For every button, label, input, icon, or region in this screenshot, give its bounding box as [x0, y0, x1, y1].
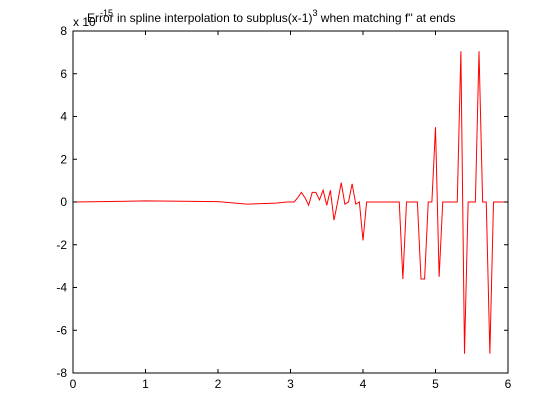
y-multiplier-base: x 10 [73, 15, 96, 29]
y-tick-label: 6 [60, 67, 67, 81]
series-line [72, 51, 508, 354]
x-tick-label: 2 [215, 377, 222, 391]
x-tick-label: 1 [142, 377, 149, 391]
x-tick-label: 6 [505, 377, 512, 391]
ticks-layer: 0 1 2 3 4 5 6 8 6 4 2 0 -2 -4 -6 -8 [56, 24, 511, 391]
y-tick-label: -4 [56, 281, 67, 295]
x-tick-label: 3 [287, 377, 294, 391]
y-multiplier-exponent: -15 [100, 8, 113, 18]
chart-title-suffix: when matching f'' at ends [317, 11, 455, 25]
chart-title-main: Error in spline interpolation to subplus… [87, 11, 312, 25]
y-tick-label: 4 [60, 110, 67, 124]
y-tick-label: -8 [56, 366, 67, 380]
series-layer [72, 51, 508, 354]
chart-title: Error in spline interpolation to subplus… [87, 8, 455, 25]
y-tick-label: 8 [60, 24, 67, 38]
svg-text:Error in spline interpolation: Error in spline interpolation to subplus… [87, 8, 455, 25]
y-tick-label: -6 [56, 323, 67, 337]
y-tick-label: -2 [56, 238, 67, 252]
chart-title-superscript: 3 [312, 8, 317, 18]
x-tick-label: 5 [432, 377, 439, 391]
y-tick-label: 0 [60, 195, 67, 209]
y-tick-label: 2 [60, 152, 67, 166]
x-tick-label: 4 [360, 377, 367, 391]
x-tick-label: 0 [70, 377, 77, 391]
